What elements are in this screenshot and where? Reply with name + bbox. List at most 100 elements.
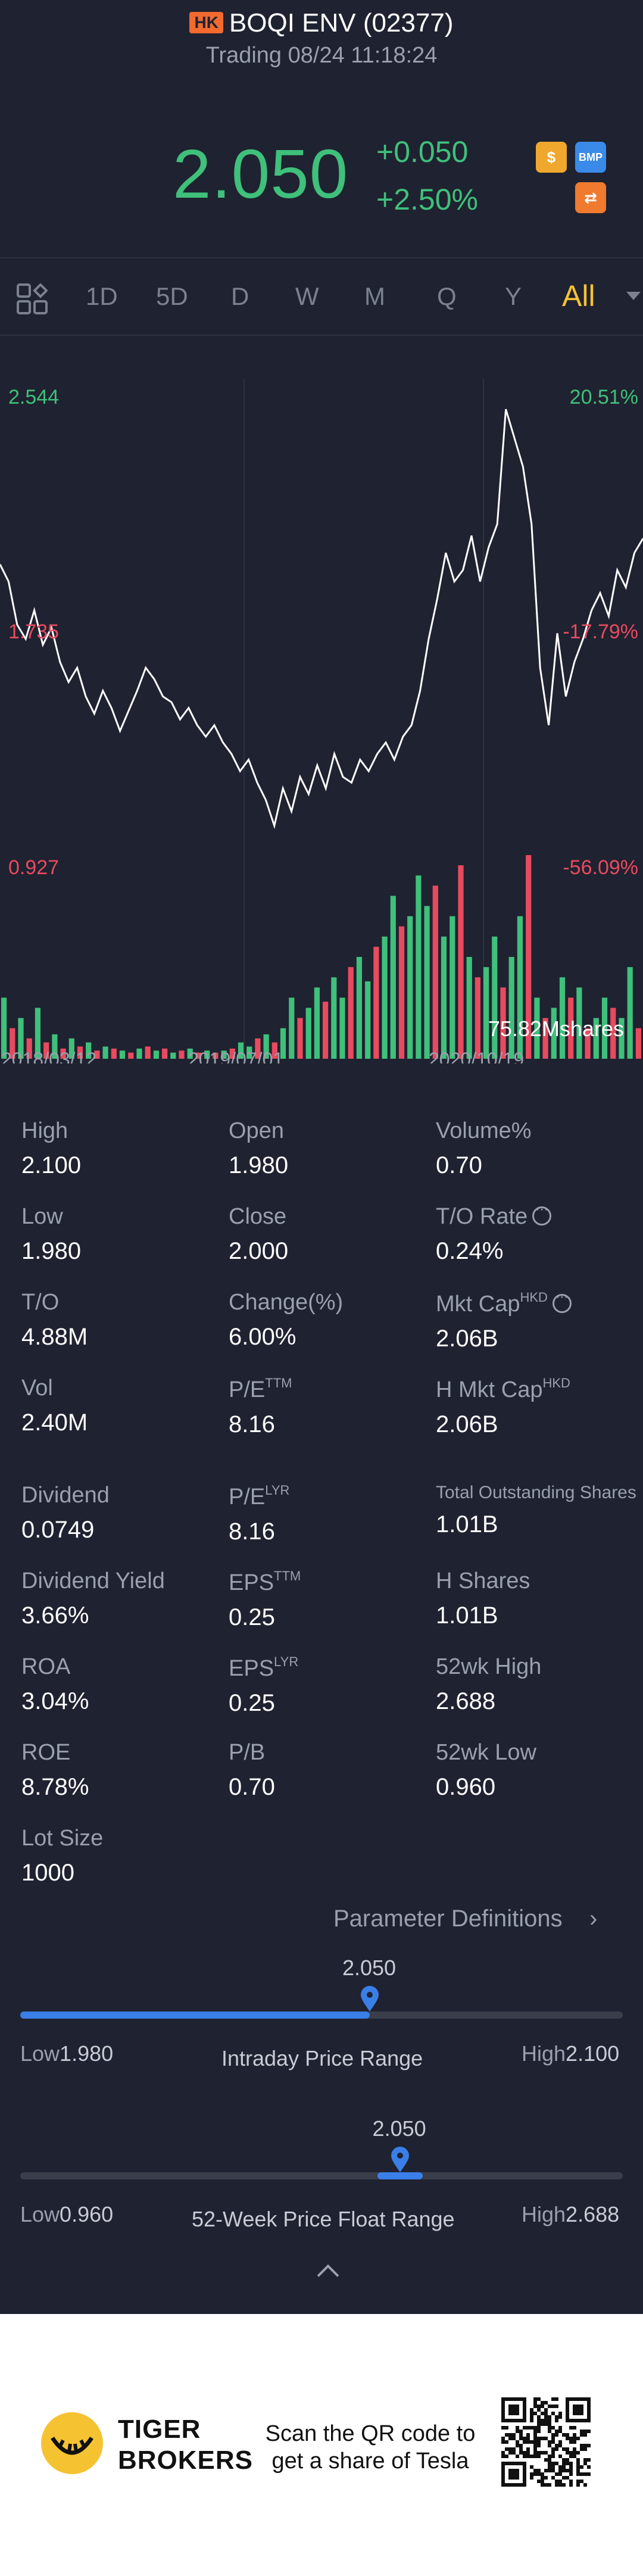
volume-bar xyxy=(424,906,430,1059)
x-tick-label: 2019/07/01 xyxy=(188,1049,283,1064)
tab-1d[interactable]: 1D xyxy=(86,282,118,310)
range-title: 52-Week Price Float Range xyxy=(192,2207,455,2231)
volume-bar xyxy=(162,1048,168,1059)
range-fill xyxy=(20,2011,370,2019)
price-line xyxy=(0,408,643,829)
tab-d[interactable]: D xyxy=(231,282,249,310)
stat-lot-size: Lot Size 1000 xyxy=(21,1826,104,1886)
stat-52wk-high: 52wk High 2.688 xyxy=(436,1654,542,1714)
stat-volume-pct: Volume% 0.70 xyxy=(436,1118,532,1178)
volume-bar xyxy=(280,1028,286,1059)
stat-to-rate[interactable]: T/O Rate0.24% xyxy=(436,1201,638,1265)
stat-pe-ttm: P/ETTM 8.16 xyxy=(229,1376,292,1437)
stat-dividend: Dividend 0.0749 xyxy=(21,1483,110,1543)
chevron-right-icon[interactable]: › xyxy=(589,1906,598,1932)
volume-bar xyxy=(458,865,464,1059)
volume-bar xyxy=(153,1050,159,1059)
stat-low: Low 1.980 xyxy=(21,1204,82,1264)
volume-bar xyxy=(18,1018,24,1059)
volume-bar xyxy=(1,997,7,1059)
tab-m[interactable]: M xyxy=(364,282,385,310)
range-low: Low0.960 xyxy=(20,2202,114,2226)
price-change: +0.050 xyxy=(376,135,469,169)
chevron-down-icon[interactable] xyxy=(626,292,641,300)
period-tabs: 1D 5D D W M Q Y All xyxy=(0,257,643,336)
qr-code-icon[interactable] xyxy=(501,2397,591,2487)
x-tick-label: 2020/10/19 xyxy=(429,1049,524,1064)
axis-label-pct-mid: -17.79% xyxy=(563,620,638,643)
volume-bar xyxy=(517,916,523,1059)
volume-bar xyxy=(500,987,506,1059)
volume-bar xyxy=(619,1018,625,1059)
range-track xyxy=(20,2011,623,2019)
volume-bar xyxy=(52,1034,58,1059)
price-chart[interactable]: 2.544 1.735 0.927 20.51% -17.79% -56.09%… xyxy=(0,337,643,1064)
volume-bar xyxy=(102,1046,108,1059)
volume-bar xyxy=(576,987,582,1059)
range-high: High2.688 xyxy=(522,2202,620,2226)
volume-bar xyxy=(43,1042,49,1059)
volume-bar xyxy=(111,1048,117,1059)
volume-bar xyxy=(314,987,320,1059)
tab-y[interactable]: Y xyxy=(505,282,522,310)
market-badge: HK xyxy=(189,12,223,33)
tab-5d[interactable]: 5D xyxy=(156,282,188,310)
dollar-icon[interactable]: $ xyxy=(536,142,567,173)
tab-all[interactable]: All xyxy=(562,279,595,313)
quote-header: HK BOQI ENV (02377) Trading 08/24 11:18:2… xyxy=(0,0,643,250)
volume-bar xyxy=(348,967,354,1059)
x-tick-label: 2018/03/12 xyxy=(1,1049,96,1064)
tab-w[interactable]: W xyxy=(295,282,319,310)
volume-bar xyxy=(238,1042,244,1059)
stat-52wk-low: 52wk Low 0.960 xyxy=(436,1740,536,1800)
volume-bar xyxy=(432,885,438,1059)
volume-bar xyxy=(60,1048,66,1059)
volume-bar xyxy=(331,977,337,1059)
intraday-range: 2.050 Low1.980 Intraday Price Range High… xyxy=(0,1947,643,2084)
volume-bar xyxy=(568,997,574,1059)
bmp-icon[interactable]: BMP xyxy=(575,142,606,173)
info-icon[interactable] xyxy=(532,1201,552,1225)
map-pin-icon xyxy=(391,2147,409,2172)
volume-bar xyxy=(373,946,379,1059)
range-title: Intraday Price Range xyxy=(221,2046,423,2070)
volume-bar xyxy=(323,1002,329,1059)
volume-bar xyxy=(86,1042,92,1059)
volume-bar xyxy=(610,1008,616,1059)
volume-bar xyxy=(365,981,371,1059)
trading-status: Trading 08/24 11:18:24 xyxy=(205,43,438,68)
swap-icon[interactable]: ⇄ xyxy=(575,182,606,213)
axis-label-price-top: 2.544 xyxy=(8,386,59,408)
volume-bar xyxy=(585,1028,591,1059)
range-current-value: 2.050 xyxy=(342,1956,397,1980)
volume-bar xyxy=(255,1038,261,1059)
parameter-definitions-link[interactable]: Parameter Definitions xyxy=(333,1906,563,1932)
volume-bar xyxy=(492,936,498,1059)
chevron-up-icon[interactable] xyxy=(317,2264,339,2287)
volume-bar xyxy=(466,957,472,1059)
info-icon[interactable] xyxy=(552,1289,572,1313)
axis-label-price-bottom: 0.927 xyxy=(8,856,59,879)
volume-bar xyxy=(195,1052,201,1059)
volume-bar xyxy=(407,916,413,1059)
volume-bar xyxy=(68,1038,74,1059)
stat-turnover: T/O 4.88M xyxy=(21,1290,88,1350)
volume-bar xyxy=(289,997,295,1059)
stat-roa: ROA 3.04% xyxy=(21,1654,89,1714)
tab-q[interactable]: Q xyxy=(437,282,457,310)
volume-bar xyxy=(119,1050,126,1059)
grid-settings-icon[interactable] xyxy=(17,283,48,314)
volume-bar xyxy=(263,1034,269,1059)
stock-title: HK BOQI ENV (02377) xyxy=(0,8,643,38)
volume-bar xyxy=(229,1048,235,1059)
volume-bar xyxy=(441,936,447,1059)
volume-bar xyxy=(246,1046,252,1059)
range-low: Low1.980 xyxy=(20,2041,114,2066)
stat-vol: Vol 2.40M xyxy=(21,1376,88,1436)
volume-bar xyxy=(382,936,388,1059)
volume-bar xyxy=(10,1028,15,1059)
stock-name: BOQI ENV (02377) xyxy=(229,8,454,38)
volume-bar xyxy=(170,1052,176,1059)
range-track xyxy=(20,2172,623,2179)
